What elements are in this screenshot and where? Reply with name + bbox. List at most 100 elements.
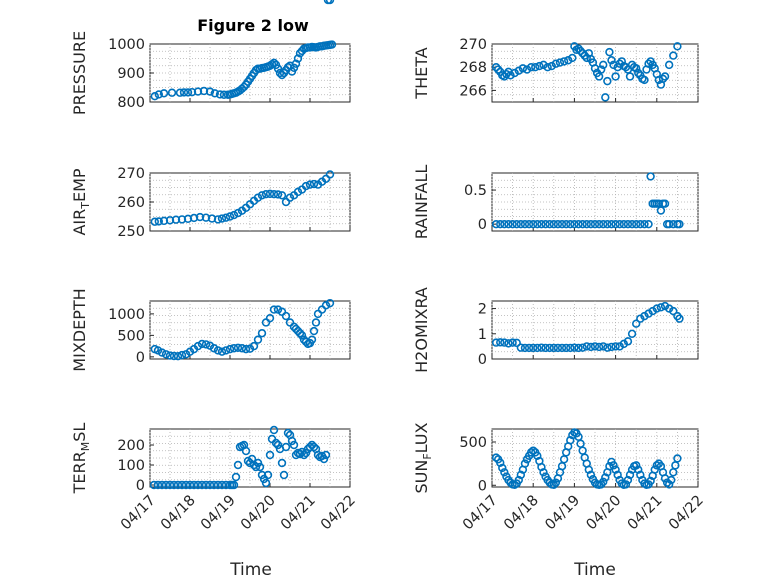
- data-point: [251, 462, 261, 472]
- x-tick-label: 04/17: [118, 493, 159, 534]
- data-point: [599, 342, 608, 351]
- data-point: [664, 480, 674, 489]
- data-point: [559, 57, 569, 66]
- data-point: [309, 179, 319, 189]
- data-point: [213, 215, 223, 224]
- data-point: [582, 219, 591, 229]
- y-axis-label: SUNFLUX: [412, 422, 434, 493]
- data-point: [609, 461, 618, 470]
- data-point: [177, 480, 187, 490]
- data-point: [233, 460, 243, 470]
- data-point: [566, 343, 575, 353]
- data-point: [177, 350, 187, 360]
- data-point: [660, 72, 670, 81]
- data-point: [493, 65, 503, 74]
- data-point: [667, 475, 676, 485]
- y-tick-label: 800: [117, 95, 145, 111]
- data-point: [631, 64, 641, 73]
- y-tick-label: 1000: [108, 37, 145, 53]
- data-point: [576, 46, 585, 56]
- data-point: [586, 470, 596, 480]
- subplot-h2omixra: 0 1 2 H2OMIXRA: [412, 287, 699, 373]
- data-point: [634, 68, 643, 78]
- data-point: [539, 60, 548, 70]
- data-point: [648, 306, 657, 316]
- data-point: [570, 343, 579, 352]
- data-point: [660, 301, 670, 311]
- y-tick-label: 1: [478, 327, 487, 343]
- data-point: [549, 219, 558, 229]
- data-point: [263, 470, 273, 480]
- y-axis-label: RAINFALL: [412, 165, 431, 240]
- x-tick-label: 04/22: [666, 493, 707, 534]
- data-point: [179, 88, 189, 97]
- data-point: [586, 342, 596, 352]
- y-tick-label: 500: [117, 328, 145, 344]
- data-point: [553, 343, 563, 353]
- y-tick-label: 1000: [108, 307, 145, 323]
- data-point: [607, 219, 616, 229]
- data-point: [615, 219, 624, 229]
- data-point: [217, 480, 227, 490]
- data-point: [150, 217, 160, 226]
- data-point: [229, 480, 239, 490]
- data-point: [596, 65, 606, 74]
- data-point: [578, 343, 587, 352]
- data-point: [491, 338, 501, 347]
- data-point: [153, 480, 163, 490]
- data-point: [524, 219, 534, 229]
- data-point: [233, 343, 243, 353]
- y-tick-label: 260: [117, 195, 145, 211]
- data-point: [506, 71, 515, 80]
- data-point: [605, 462, 614, 471]
- data-point: [664, 60, 674, 70]
- y-tick-label: 270: [117, 166, 145, 182]
- data-point: [154, 90, 164, 99]
- data-point: [157, 480, 167, 490]
- data-point: [319, 454, 329, 464]
- data-point: [311, 318, 321, 327]
- data-point: [307, 335, 317, 344]
- data-point: [225, 344, 235, 354]
- data-point: [561, 219, 571, 229]
- data-point: [526, 62, 536, 72]
- data-point: [615, 342, 624, 351]
- data-point: [673, 454, 682, 463]
- data-point: [165, 351, 175, 360]
- data-point: [265, 313, 275, 323]
- data-point: [615, 59, 624, 68]
- data-point: [221, 213, 231, 222]
- data-point: [313, 450, 323, 460]
- data-point: [297, 331, 307, 340]
- data-point: [623, 475, 633, 485]
- data-point: [520, 343, 530, 353]
- data-point: [514, 66, 523, 75]
- data-point: [241, 344, 251, 354]
- data-point: [520, 459, 530, 468]
- data-point: [277, 70, 287, 80]
- data-point: [205, 480, 215, 490]
- data-point: [253, 458, 263, 468]
- data-point: [229, 210, 239, 220]
- data-point: [522, 65, 532, 74]
- data-point: [549, 343, 558, 353]
- data-point: [516, 470, 526, 480]
- data-point: [528, 219, 538, 229]
- subplot-theta: 266 268 270 THETA: [412, 37, 699, 103]
- y-tick-label: 270: [459, 37, 487, 53]
- data-point: [157, 348, 167, 357]
- data-point: [321, 450, 331, 460]
- data-point: [564, 56, 573, 65]
- data-point: [209, 480, 219, 490]
- data-point: [627, 329, 637, 338]
- data-point: [231, 472, 241, 482]
- data-point: [557, 219, 567, 229]
- data-point: [539, 468, 548, 477]
- data-point: [566, 436, 575, 445]
- data-point: [541, 219, 550, 229]
- y-tick-label: 0: [136, 478, 145, 494]
- data-point: [574, 343, 583, 353]
- data-point: [590, 219, 600, 229]
- data-point: [217, 214, 227, 223]
- data-point: [524, 343, 534, 353]
